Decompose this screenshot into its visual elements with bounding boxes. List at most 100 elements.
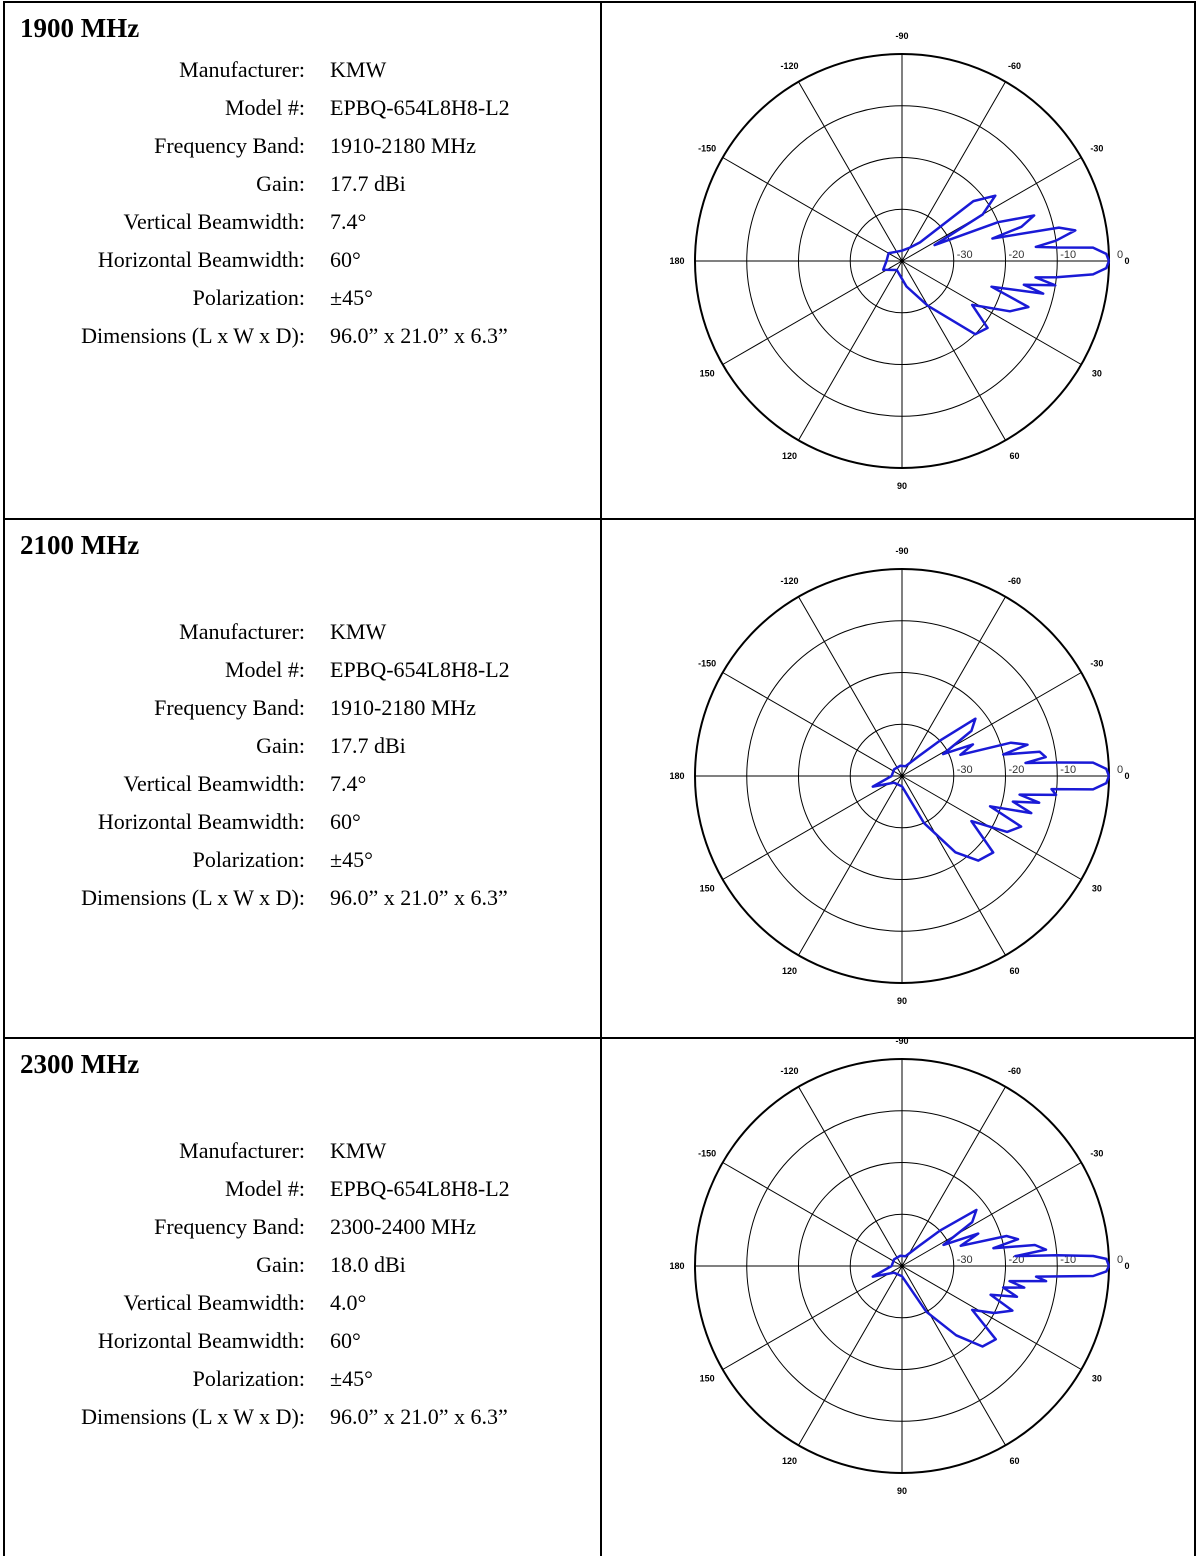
spec-row-vertical-beamwidth: Vertical Beamwidth: 7.4° xyxy=(5,203,595,241)
spec-cell: 2100 MHz Manufacturer: KMW Model #: EPBQ-6… xyxy=(3,518,602,1037)
grid-spoke xyxy=(901,1265,1082,1370)
grid-spoke xyxy=(798,775,903,956)
spec-row-dimensions: Dimensions (L x W x D): 96.0” x 21.0” x 6… xyxy=(5,317,595,355)
spec-label: Vertical Beamwidth: xyxy=(123,1290,305,1315)
spec-value: KMW xyxy=(330,1138,387,1163)
spec-row-vertical-beamwidth: Vertical Beamwidth: 7.4° xyxy=(5,765,595,803)
polar-chart-cell: -90 -60 -30 0 30 60 90 120 150 180 -150 -120 -30 -20-… xyxy=(600,518,1196,1037)
angle-label: 90 xyxy=(897,481,907,491)
spec-row-manufacturer: Manufacturer: KMW xyxy=(5,1132,595,1170)
angle-label: -30 xyxy=(1090,659,1103,669)
band-title: 1900 MHz xyxy=(20,13,140,43)
angle-label: -150 xyxy=(698,1149,716,1159)
spec-row-model: Model #: EPBQ-654L8H8-L2 xyxy=(5,1170,595,1208)
angle-label: -120 xyxy=(780,576,798,586)
panel-2300: 2300 MHz Manufacturer: KMW Model #: EPBQ-6… xyxy=(3,1037,1196,1556)
grid-spoke xyxy=(798,1265,903,1446)
spec-value: 2300-2400 MHz xyxy=(330,1214,477,1239)
spec-row-vertical-beamwidth: Vertical Beamwidth: 4.0° xyxy=(5,1284,595,1322)
spec-label: Dimensions (L x W x D): xyxy=(81,323,305,348)
spec-label: Polarization: xyxy=(192,285,305,310)
polar-chart-cell: -90 -60 -30 0 30 60 90 120 150 180 -150 -120 -30 -20-… xyxy=(600,1037,1196,1556)
radiation-pattern-line xyxy=(871,1208,1111,1348)
grid-spoke xyxy=(722,775,903,880)
spec-row-model: Model #: EPBQ-654L8H8-L2 xyxy=(5,89,595,127)
polar-radiation-chart: -90 -60 -30 0 30 60 90 120 150 180 -150 -120 -30 -20 -… xyxy=(669,31,1129,491)
spec-value: 60° xyxy=(330,247,361,272)
spec-label: Horizontal Beamwidth: xyxy=(97,809,305,834)
spec-label: Frequency Band: xyxy=(154,133,305,158)
angle-label: -90 xyxy=(895,546,908,556)
angle-label: -90 xyxy=(895,1039,908,1046)
radiation-pattern-line xyxy=(881,194,1111,336)
angle-label: 30 xyxy=(1092,369,1102,379)
polar-chart-cell: -90 -60 -30 0 30 60 90 120 150 180 -150 -120 -30 -20-… xyxy=(600,1,1196,518)
spec-label: Model #: xyxy=(224,95,305,120)
spec-value: 7.4° xyxy=(330,771,367,796)
ring-label: -10 xyxy=(1060,1254,1076,1266)
angle-label: -60 xyxy=(1008,576,1021,586)
spec-value: EPBQ-654L8H8-L2 xyxy=(330,657,510,682)
angle-label: 0 xyxy=(1124,256,1129,266)
grid-spoke xyxy=(722,157,903,262)
angle-label: 120 xyxy=(782,451,797,461)
spec-row-gain: Gain: 17.7 dBi xyxy=(5,727,595,765)
spec-label: Horizontal Beamwidth: xyxy=(97,247,305,272)
angle-label: -60 xyxy=(1008,1066,1021,1076)
spec-cell: 2300 MHz Manufacturer: KMW Model #: EPBQ-6… xyxy=(3,1037,602,1556)
spec-label: Polarization: xyxy=(192,1366,305,1391)
spec-row-polarization: Polarization: ±45° xyxy=(5,1360,595,1398)
spec-label: Manufacturer: xyxy=(179,619,305,644)
spec-label: Gain: xyxy=(256,1252,305,1277)
angle-label: -120 xyxy=(780,1066,798,1076)
spec-value: 18.0 dBi xyxy=(330,1252,406,1277)
ring-label: -30 xyxy=(957,249,973,261)
grid-spoke xyxy=(901,1265,1006,1446)
spec-value: 17.7 dBi xyxy=(330,171,406,196)
spec-row-polarization: Polarization: ±45° xyxy=(5,279,595,317)
spec-label: Gain: xyxy=(256,171,305,196)
grid-spoke xyxy=(901,260,1082,365)
spec-row-polarization: Polarization: ±45° xyxy=(5,841,595,879)
angle-label: 150 xyxy=(700,1374,715,1384)
grid-spoke xyxy=(901,81,1006,262)
angle-label: -30 xyxy=(1090,1149,1103,1159)
grid-spoke xyxy=(722,260,903,365)
grid-spoke xyxy=(901,157,1082,262)
ring-label: -30 xyxy=(957,1254,973,1266)
spec-row-model: Model #: EPBQ-654L8H8-L2 xyxy=(5,651,595,689)
grid-spoke xyxy=(901,672,1082,777)
angle-label: 120 xyxy=(782,1456,797,1466)
ring-label: 0 xyxy=(1117,249,1123,261)
grid-spoke xyxy=(798,260,903,441)
spec-row-gain: Gain: 17.7 dBi xyxy=(5,165,595,203)
grid-spoke xyxy=(901,596,1006,777)
spec-label: Manufacturer: xyxy=(179,1138,305,1163)
angle-label: -30 xyxy=(1090,144,1103,154)
angle-label: 150 xyxy=(700,884,715,894)
spec-value: ±45° xyxy=(330,1366,373,1391)
angle-label: 90 xyxy=(897,996,907,1006)
spec-value: KMW xyxy=(330,619,387,644)
grid-spoke xyxy=(901,775,1006,956)
angle-label: 180 xyxy=(669,771,684,781)
panel-1900: 1900 MHz Manufacturer: KMW Model #: EPBQ-6… xyxy=(3,1,1196,518)
spec-row-dimensions: Dimensions (L x W x D): 96.0” x 21.0” x 6… xyxy=(5,879,595,917)
spec-value: ±45° xyxy=(330,285,373,310)
angle-label: 60 xyxy=(1009,451,1019,461)
spec-label: Manufacturer: xyxy=(179,57,305,82)
grid-spoke xyxy=(901,1162,1082,1267)
spec-label: Frequency Band: xyxy=(154,695,305,720)
ring-label: 0 xyxy=(1117,764,1123,776)
spec-row-horizontal-beamwidth: Horizontal Beamwidth: 60° xyxy=(5,803,595,841)
angle-label: 180 xyxy=(669,1261,684,1271)
spec-label: Polarization: xyxy=(192,847,305,872)
spec-row-horizontal-beamwidth: Horizontal Beamwidth: 60° xyxy=(5,1322,595,1360)
grid-spoke xyxy=(798,81,903,262)
spec-row-gain: Gain: 18.0 dBi xyxy=(5,1246,595,1284)
spec-row-manufacturer: Manufacturer: KMW xyxy=(5,51,595,89)
spec-value: 4.0° xyxy=(330,1290,367,1315)
ring-label: -20 xyxy=(1009,764,1025,776)
spec-label: Frequency Band: xyxy=(154,1214,305,1239)
band-title: 2100 MHz xyxy=(20,530,140,560)
